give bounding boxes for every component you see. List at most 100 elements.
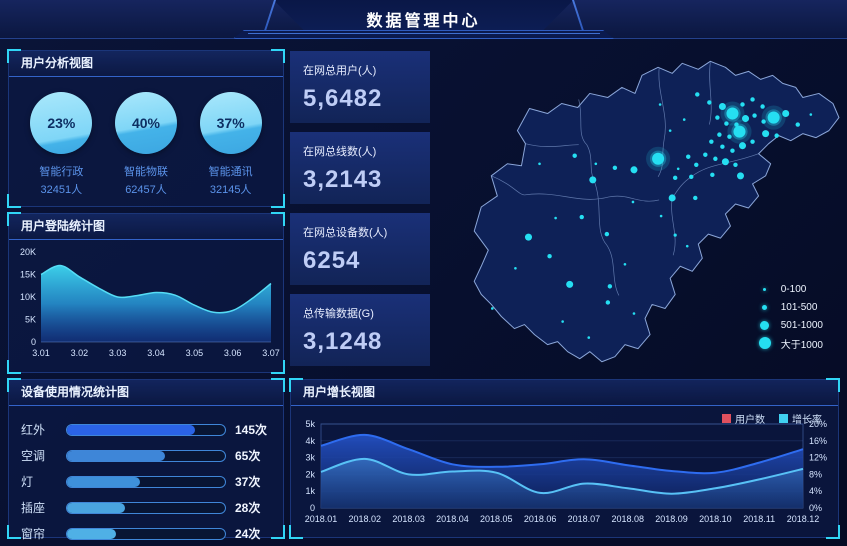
svg-text:20K: 20K [20,247,36,257]
gauge-count: 32145人 [209,184,252,196]
map-outline [473,60,840,363]
svg-text:10K: 10K [20,292,36,302]
bar-fill [67,502,126,513]
stat-value: 5,6482 [303,85,383,112]
header-decoration [232,30,615,39]
map-bubbles [491,92,813,339]
svg-text:0%: 0% [809,503,822,513]
liquid-gauge: 40% [114,92,177,154]
svg-text:2018.12: 2018.12 [787,514,820,524]
stat-card-total-users: 在网总用户(人) 5,6482 [290,51,430,123]
stat-card-total-data: 总传输数据(G) 3,1248 [290,294,430,366]
svg-text:20%: 20% [809,419,827,429]
bar-value: 145次 [235,423,268,437]
svg-text:4k: 4k [305,436,315,446]
svg-text:2018.06: 2018.06 [524,514,557,524]
gauge-label: 智能通讯 [208,166,253,178]
legend-swatch-icon [722,414,731,423]
svg-text:2018.10: 2018.10 [699,514,732,524]
growth-area-chart: 0 0% 1k 4% 2k 8% 3k 12% 4k 16% 5k 20% 2018.01 2018.02… [305,419,827,524]
svg-text:3.01: 3.01 [32,348,50,358]
map-svg [473,60,840,363]
stat-value: 6254 [303,247,361,274]
bar-value: 28次 [235,501,261,515]
bar-row: 红外 145次 [21,419,273,440]
svg-text:3k: 3k [305,453,315,463]
svg-text:8%: 8% [809,469,822,479]
bar-track [66,527,226,540]
bar-track [66,449,226,462]
legend-item-users[interactable]: 用户数 [722,411,765,426]
header-title-plate [273,0,574,33]
stat-label: 在网总设备数(人) [303,227,388,239]
legend-label: 大于1000 [780,339,823,351]
svg-text:0: 0 [31,337,36,347]
svg-text:4%: 4% [809,486,822,496]
bar-track [66,423,226,436]
gauge-label: 智能行政 [39,166,84,178]
bar-category: 空调 [21,449,46,463]
growth-chart-legend: 用户数 增长率 [722,411,822,426]
gauge-item: 40% 智能物联 62457人 [106,92,186,197]
gauge-percent: 23% [47,115,76,131]
panel-user-analysis: 用户分析视图 23% 智能行政 32451人 40% 智能物联 62457人 3… [7,49,285,208]
legend-label: 用户数 [735,415,765,426]
svg-text:3.07: 3.07 [262,348,280,358]
stat-label: 总传输数据(G) [303,308,374,320]
bar-value: 37次 [235,475,261,489]
svg-text:2018.08: 2018.08 [611,514,644,524]
login-area-chart: 0 5K 10K 15K 20K 3.01 3.02 3.03 3.04 3.05 3.06 3.07 [20,247,280,358]
legend-dot-icon [762,304,768,310]
bar-row: 灯 37次 [21,471,273,492]
legend-label: 0-100 [780,283,807,295]
svg-text:2018.01: 2018.01 [305,514,338,524]
gauge-count: 62457人 [125,184,167,196]
map-legend-item[interactable]: 大于1000 [758,334,823,352]
panel-title-user-growth: 用户增长视图 [291,380,838,406]
legend-item-growth-rate[interactable]: 增长率 [779,411,822,426]
bar-value: 24次 [235,527,261,541]
legend-dot-icon [760,320,770,330]
gauge-percent: 37% [216,115,245,131]
map-legend-item[interactable]: 501-1000 [758,316,823,334]
bar-row: 空调 65次 [21,445,273,466]
bar-row: 窗帘 24次 [21,523,273,544]
header-bar: 数据管理中心 [0,0,847,39]
stat-label: 在网总线数(人) [303,146,377,158]
panel-title-device-usage: 设备使用情况统计图 [9,380,283,406]
svg-text:16%: 16% [809,436,827,446]
svg-text:2018.03: 2018.03 [392,514,425,524]
legend-label: 501-1000 [780,319,823,331]
bar-category: 插座 [21,501,46,515]
bar-category: 灯 [21,475,34,489]
svg-text:3.03: 3.03 [109,348,127,358]
svg-text:2018.02: 2018.02 [349,514,382,524]
panel-user-growth: 用户增长视图 用户数 增长率 0 0% 1k 4% 2 [289,378,840,539]
bar-fill [67,424,195,435]
liquid-gauge: 23% [30,92,93,154]
stat-label: 在网总用户(人) [303,65,377,77]
device-bar-chart: 红外 145次 空调 65次 灯 37次 插座 28次 窗帘 [9,406,283,544]
svg-text:2018.07: 2018.07 [568,514,601,524]
map-legend-item[interactable]: 0-100 [758,280,823,298]
stat-value: 3,1248 [303,328,383,355]
bar-track [66,501,226,514]
svg-text:1k: 1k [305,486,315,496]
svg-text:12%: 12% [809,453,827,463]
legend-dot-icon [763,287,767,291]
liquid-gauge: 37% [199,92,262,154]
stat-card-total-devices: 在网总设备数(人) 6254 [290,213,430,285]
svg-text:3.02: 3.02 [71,348,89,358]
map-legend-item[interactable]: 101-500 [758,298,823,316]
svg-text:2018.11: 2018.11 [743,514,775,524]
panel-device-usage: 设备使用情况统计图 红外 145次 空调 65次 灯 37次 插座 28次 [7,378,285,541]
liquid-gauges: 23% 智能行政 32451人 40% 智能物联 62457人 37% 智能通讯… [9,77,283,197]
gauge-item: 37% 智能通讯 32145人 [191,92,271,197]
svg-text:3.05: 3.05 [186,348,204,358]
gauge-percent: 40% [131,115,160,131]
bar-row: 插座 28次 [21,497,273,518]
stat-card-total-lines: 在网总线数(人) 3,2143 [290,132,430,204]
map-inner-borders [491,62,759,296]
panel-title-user-analysis: 用户分析视图 [9,51,283,77]
